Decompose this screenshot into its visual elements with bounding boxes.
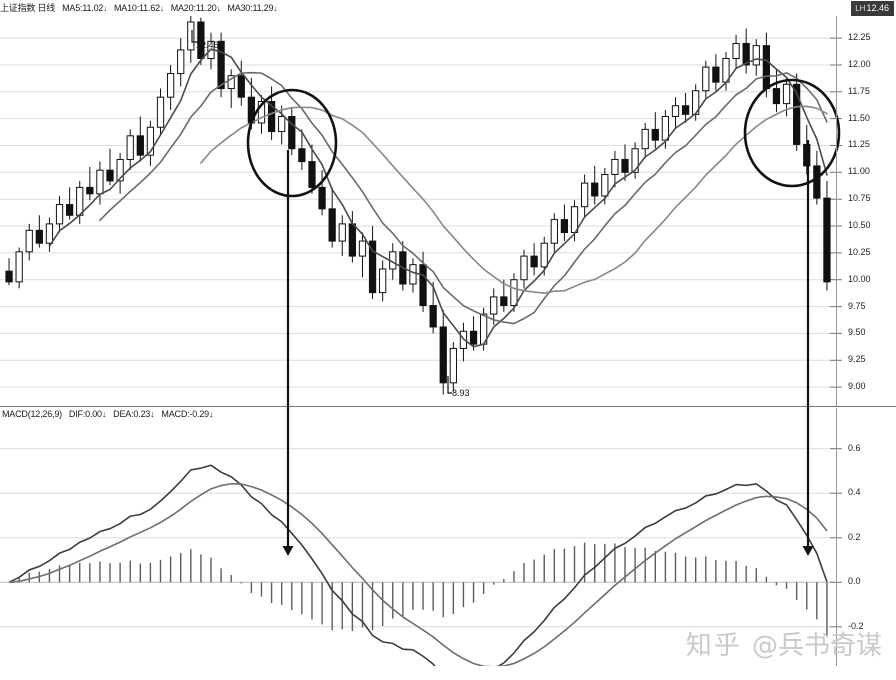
last-price-value: 12.46 — [866, 3, 889, 13]
swing-low-label: 8.93 — [452, 388, 470, 398]
macd-dir-icon: ↓ — [208, 409, 214, 419]
macd-tick-label: 0.2 — [848, 532, 861, 542]
price-tick-label: 10.25 — [848, 247, 871, 257]
ma30-value: 11.29 — [252, 3, 274, 13]
dif-label: DIF — [68, 409, 83, 419]
watermark-site: 知乎 — [685, 631, 742, 661]
symbol-label: 上证指数 日线 — [0, 3, 56, 13]
macd-axis-line — [836, 408, 837, 680]
dea-dir-icon: ↓ — [150, 409, 155, 419]
ma5-readout: MA5:11.02↓ — [62, 3, 107, 13]
price-tick-label: 10.75 — [848, 193, 871, 203]
macd-panel: MACD(12,26,9) DIF:0.00↓ DEA:0.23↓ MACD:-0.2… — [0, 408, 896, 680]
macd-label: MACD — [161, 409, 188, 419]
price-tick-label: 9.25 — [848, 354, 866, 364]
ma30-name: MA30 — [227, 3, 251, 13]
ma30-readout: MA30:11.29↓ — [227, 3, 278, 13]
dif-dir-icon: ↓ — [101, 409, 107, 419]
dea-value: 0.23 — [133, 409, 151, 419]
candlestick-plot — [0, 16, 896, 406]
price-tick-label: 12.25 — [848, 32, 871, 42]
last-price-prefix: LH — [855, 4, 866, 13]
price-panel: 12.25 12.00 11.75 11.50 11.25 11.00 10.75 10.50… — [0, 16, 896, 406]
ma20-readout: MA20:11.20↓ — [170, 3, 221, 13]
ma5-value: 11.02 — [82, 3, 104, 13]
ma20-name: MA20 — [170, 3, 194, 13]
price-tick-label: 9.50 — [848, 327, 866, 337]
macd-title: MACD(12,26,9) — [2, 409, 62, 419]
watermark-handle: @兵书奇谋 — [751, 631, 882, 661]
macd-plot — [0, 408, 896, 680]
macd-value: -0.29 — [189, 409, 209, 419]
ma5-name: MA5 — [62, 3, 81, 13]
price-tick-label: 10.00 — [848, 274, 871, 284]
price-tick-label: 12.00 — [848, 59, 871, 69]
price-axis-line — [836, 16, 837, 406]
dif-value: 0.00 — [85, 409, 102, 419]
panel-divider — [0, 406, 896, 407]
macd-tick-label: 0.6 — [848, 443, 861, 453]
last-price-badge: LH12.46 — [851, 1, 894, 16]
price-tick-label: 11.75 — [848, 86, 870, 96]
price-tick-label: 10.50 — [848, 220, 871, 230]
price-tick-label: 9.75 — [848, 301, 866, 311]
ma20-dir-icon: ↓ — [216, 4, 221, 13]
ma20-value: 11.20 — [195, 3, 217, 13]
price-tick-label: 9.00 — [848, 381, 866, 391]
price-tick-label: 11.00 — [848, 166, 870, 176]
macd-tick-label: 0.0 — [848, 576, 861, 586]
chart-header: 上证指数 日线 MA5:11.02↓ MA10:11.62↓ MA20:11.20↓ M… — [0, 0, 896, 16]
ma5-dir-icon: ↓ — [103, 4, 107, 13]
bottom-strip — [0, 666, 896, 680]
price-tick-label: 11.50 — [848, 113, 870, 123]
price-tick-label: 11.25 — [848, 139, 870, 149]
dea-label: DEA — [113, 409, 132, 419]
dea-readout: DEA:0.23↓ — [113, 409, 155, 419]
watermark: 知乎 @兵书奇谋 — [686, 625, 882, 662]
ma10-readout: MA10:11.62↓ — [114, 3, 164, 13]
macd-tick-label: -0.2 — [848, 621, 864, 631]
dif-readout: DIF:0.00↓ — [68, 409, 107, 419]
ma30-dir-icon: ↓ — [273, 4, 278, 13]
ma10-dir-icon: ↓ — [159, 4, 164, 13]
macd-readout: MACD:-0.29↓ — [161, 409, 214, 419]
ma10-name: MA10 — [114, 3, 137, 13]
macd-header: MACD(12,26,9) DIF:0.00↓ DEA:0.23↓ MACD:-0.2… — [2, 408, 220, 421]
ma10-value: 11.62 — [139, 3, 160, 13]
swing-high-label: 12.46 — [196, 40, 219, 50]
macd-tick-label: 0.4 — [848, 487, 861, 497]
